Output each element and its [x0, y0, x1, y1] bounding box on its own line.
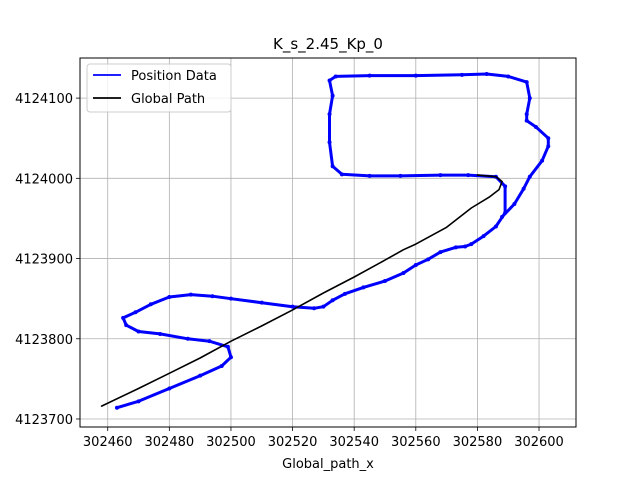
data-point	[330, 164, 335, 169]
data-point	[533, 124, 538, 129]
data-point	[460, 72, 465, 77]
data-point	[198, 373, 203, 378]
data-point	[401, 270, 406, 275]
data-point	[167, 295, 172, 300]
data-point	[114, 405, 119, 410]
x-tick-label: 302500	[206, 435, 256, 450]
x-axis-label: Global_path_x	[282, 457, 374, 472]
data-point	[503, 210, 508, 215]
data-point	[512, 201, 517, 206]
y-tick-label: 4123900	[15, 253, 73, 268]
data-point	[527, 174, 532, 179]
legend-frame	[86, 63, 232, 113]
data-point	[426, 257, 431, 262]
data-point	[188, 292, 193, 297]
data-point	[546, 144, 551, 149]
data-point	[327, 112, 332, 117]
data-point	[121, 315, 126, 320]
ticks: 302460 302480 302500 302520 302540 302560 3025…	[15, 92, 564, 450]
data-point	[500, 214, 505, 219]
data-point	[398, 173, 403, 178]
y-tick-label: 4123700	[15, 413, 73, 428]
chart-title: K_s_2.45_Kp_0	[273, 35, 383, 54]
data-point	[312, 306, 317, 311]
data-point	[361, 285, 366, 290]
data-point	[333, 74, 338, 79]
x-tick-label: 302580	[453, 435, 503, 450]
x-tick-label: 302560	[391, 435, 441, 450]
data-point	[133, 310, 138, 315]
data-point	[367, 73, 372, 78]
data-point	[453, 245, 458, 250]
data-point	[228, 296, 233, 301]
data-point	[219, 364, 224, 369]
data-point	[438, 173, 443, 178]
data-point	[382, 279, 387, 284]
data-point	[339, 172, 344, 177]
data-point	[185, 336, 190, 341]
data-point	[167, 386, 172, 391]
data-point	[524, 80, 529, 85]
legend-label-global-path: Global Path	[131, 92, 205, 107]
data-point	[469, 242, 474, 247]
x-tick-label: 302540	[329, 435, 379, 450]
data-point	[527, 96, 532, 101]
x-tick-label: 302480	[145, 435, 195, 450]
data-point	[330, 93, 335, 98]
data-point	[207, 339, 212, 344]
series-line-global-path	[100, 174, 503, 407]
data-point	[136, 329, 141, 334]
data-point	[481, 234, 486, 239]
data-point	[342, 291, 347, 296]
data-point	[438, 250, 443, 255]
data-point	[210, 294, 215, 299]
y-tick-label: 4124100	[15, 92, 73, 107]
data-point	[540, 158, 545, 163]
data-point	[327, 78, 332, 83]
data-point	[521, 186, 526, 191]
data-point	[124, 323, 129, 328]
data-point	[225, 344, 230, 349]
data-point	[546, 136, 551, 141]
grid	[80, 58, 576, 427]
data-point	[136, 399, 141, 404]
data-point	[228, 355, 233, 360]
data-point	[484, 72, 489, 77]
data-point	[290, 304, 295, 309]
data-point	[158, 331, 163, 336]
y-tick-label: 4123800	[15, 333, 73, 348]
data-point	[506, 74, 511, 79]
data-point	[413, 262, 418, 267]
x-tick-label: 302520	[268, 435, 318, 450]
x-tick-label: 302460	[83, 435, 133, 450]
axes-frame	[79, 57, 577, 428]
y-tick-label: 4124000	[15, 172, 73, 187]
data-point	[493, 224, 498, 229]
legend-label-position-data: Position Data	[131, 69, 217, 84]
data-point	[321, 304, 326, 309]
data-point	[524, 118, 529, 123]
data-point	[463, 244, 468, 249]
data-point	[466, 173, 471, 178]
legend: Position Data Global Path	[86, 63, 232, 113]
data-point	[413, 73, 418, 78]
series-layer	[100, 72, 551, 410]
data-point	[259, 300, 264, 305]
x-tick-label: 302600	[514, 435, 564, 450]
data-point	[524, 112, 529, 117]
data-point	[503, 184, 508, 189]
data-point	[327, 140, 332, 145]
data-point	[148, 302, 153, 307]
data-point	[330, 298, 335, 303]
data-point	[367, 173, 372, 178]
